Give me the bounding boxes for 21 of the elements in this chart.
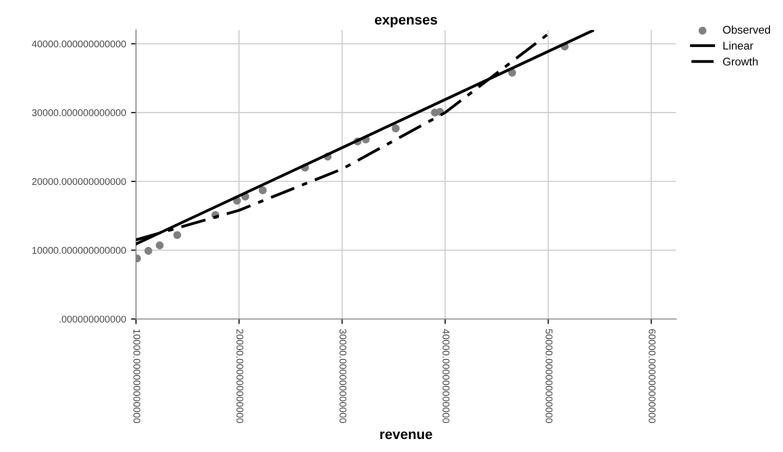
point (173, 231, 182, 240)
y-tick-label: 40000.000000000000 (32, 40, 126, 48)
point (258, 186, 267, 194)
point (144, 246, 152, 255)
x-tick-label: 20000.000000000000 (236, 329, 244, 423)
y-tick-label: .000000000000 (60, 316, 126, 323)
y-tick-label: 20000.000000000000 (32, 178, 126, 185)
y-tick-label: 10000.000000000000 (32, 246, 126, 254)
x-tick-label: 60000.000000000000 (648, 329, 656, 423)
x-axis-title: revenue (380, 431, 432, 440)
legend-label: Linear (723, 41, 754, 50)
point (156, 241, 164, 250)
point (392, 124, 400, 132)
x-tick-label: 40000.000000000000 (442, 328, 450, 423)
legend-label: Growth (723, 57, 758, 66)
x-tick-label: 50000.000000000000 (546, 329, 552, 423)
point (508, 68, 516, 77)
chart-title: expenses (374, 16, 438, 28)
y-tick-label: 30000.000000000000 (32, 109, 126, 116)
x-tick-label: 30000.000000000000 (339, 329, 346, 423)
legend-label: Observed (723, 26, 770, 34)
